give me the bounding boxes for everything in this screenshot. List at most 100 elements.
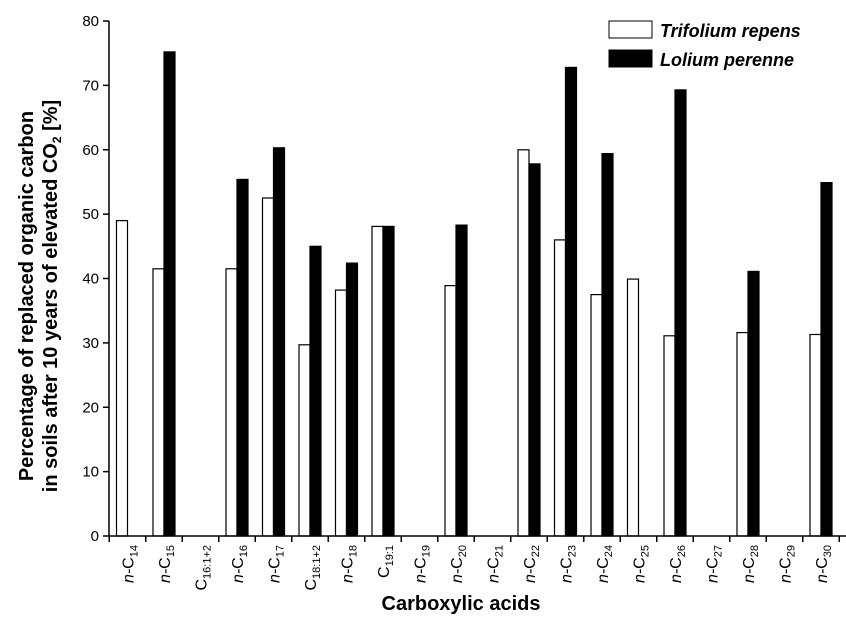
category-base: C	[194, 579, 211, 591]
category-base: C	[778, 557, 795, 569]
category-prefix: n-	[595, 569, 612, 583]
bar-lolium-perenne-19	[820, 182, 833, 537]
bar-lolium-perenne-13	[601, 153, 614, 537]
category-label-3: n-C16	[230, 545, 250, 583]
category-base: C	[303, 579, 320, 591]
category-label-6: n-C18	[340, 545, 360, 583]
category-base: C	[157, 557, 174, 569]
category-label-10: n-C21	[486, 545, 506, 583]
category-base: C	[486, 557, 503, 569]
category-subscript: 22	[530, 545, 542, 557]
category-base: C	[595, 557, 612, 569]
bar-trifolium-repens-17	[736, 332, 749, 537]
category-base: C	[705, 557, 722, 569]
y-tick-label-40: 40	[82, 271, 99, 288]
y-tick-label-70: 70	[82, 77, 99, 94]
y-axis-title-subscript: 2	[50, 136, 64, 143]
category-base: C	[632, 557, 649, 569]
bar-trifolium-repens-13	[590, 294, 603, 537]
category-prefix: n-	[486, 569, 503, 583]
bars-layer	[115, 51, 833, 537]
bar-trifolium-repens-1	[152, 268, 165, 537]
bar-lolium-perenne-6	[345, 262, 359, 537]
category-subscript: 30	[822, 545, 834, 557]
category-base: C	[814, 557, 831, 569]
axes-layer	[103, 20, 846, 542]
category-label-9: n-C20	[449, 545, 469, 583]
bar-trifolium-repens-15	[663, 335, 676, 537]
category-subscript: 29	[786, 545, 798, 557]
category-label-15: n-C26	[668, 545, 688, 583]
y-tick-label-30: 30	[82, 335, 99, 352]
bar-trifolium-repens-12	[553, 239, 567, 537]
y-axis-title-line2: in soils after 10 years of elevated CO2 …	[40, 100, 64, 492]
category-label-16: n-C27	[705, 545, 725, 583]
category-base: C	[413, 557, 430, 569]
bar-trifolium-repens-9	[444, 285, 457, 537]
category-prefix: n-	[121, 569, 138, 583]
bar-lolium-perenne-1	[163, 51, 176, 537]
category-label-17: n-C28	[741, 545, 761, 583]
category-prefix: n-	[741, 569, 758, 583]
category-prefix: n-	[413, 569, 430, 583]
bar-trifolium-repens-6	[334, 289, 348, 537]
category-base: C	[376, 566, 393, 578]
category-base: C	[340, 557, 357, 569]
y-tick-label-0: 0	[91, 528, 99, 545]
y-tick-label-50: 50	[82, 206, 99, 223]
category-subscript: 18:1+2	[311, 545, 323, 579]
category-label-5: C18:1+2	[303, 545, 323, 591]
category-subscript: 23	[567, 545, 579, 557]
category-base: C	[668, 557, 685, 569]
legend: Trifolium repens Lolium perenne	[608, 20, 801, 70]
category-subscript: 21	[494, 545, 506, 557]
category-prefix: n-	[632, 569, 649, 583]
category-prefix: n-	[814, 569, 831, 583]
category-subscript: 19	[421, 545, 433, 557]
bar-lolium-perenne-17	[747, 270, 760, 537]
category-base: C	[230, 557, 247, 569]
bar-trifolium-repens-19	[809, 333, 822, 537]
category-label-13: n-C24	[595, 545, 615, 583]
category-subscript: 24	[603, 545, 615, 557]
category-prefix: n-	[668, 569, 685, 583]
category-base: C	[121, 557, 138, 569]
y-tick-label-10: 10	[82, 464, 99, 481]
bar-trifolium-repens-3	[225, 268, 238, 537]
category-prefix: n-	[340, 569, 357, 583]
category-base: C	[559, 557, 576, 569]
legend-label-lolium: Lolium perenne	[660, 50, 794, 70]
bar-trifolium-repens-5	[298, 344, 311, 537]
y-tick-label-60: 60	[82, 142, 99, 159]
category-subscript: 25	[640, 545, 652, 557]
category-label-1: n-C15	[157, 545, 177, 583]
category-subscript: 14	[129, 545, 141, 557]
category-subscript: 28	[749, 545, 761, 557]
category-prefix: n-	[449, 569, 466, 583]
category-label-14: n-C25	[632, 545, 652, 583]
category-base: C	[741, 557, 758, 569]
bar-lolium-perenne-9	[455, 224, 468, 537]
category-label-7: C19:1	[376, 545, 396, 578]
y-axis-title-line1: Percentage of replaced organic carbon	[16, 111, 38, 481]
bar-lolium-perenne-15	[674, 89, 687, 537]
category-prefix: n-	[157, 569, 174, 583]
bar-lolium-perenne-4	[272, 147, 286, 537]
category-subscript: 19:1	[384, 545, 396, 566]
bar-lolium-perenne-3	[236, 178, 249, 537]
category-label-4: n-C17	[267, 545, 287, 583]
category-prefix: n-	[522, 569, 539, 583]
category-prefix: n-	[230, 569, 247, 583]
bar-trifolium-repens-7	[371, 225, 384, 537]
category-label-19: n-C30	[814, 545, 834, 583]
bar-lolium-perenne-11	[528, 163, 541, 537]
y-tick-label-80: 80	[82, 13, 99, 30]
category-label-2: C16:1+2	[194, 545, 214, 591]
category-subscript: 16:1+2	[202, 545, 214, 579]
legend-label-trifolium: Trifolium repens	[660, 21, 801, 41]
bar-trifolium-repens-14	[626, 278, 640, 537]
category-subscript: 20	[457, 545, 469, 557]
x-axis-title: Carboxylic acids	[382, 593, 541, 615]
y-axis-title-line2-prefix: in soils after 10 years of elevated CO	[40, 143, 62, 492]
